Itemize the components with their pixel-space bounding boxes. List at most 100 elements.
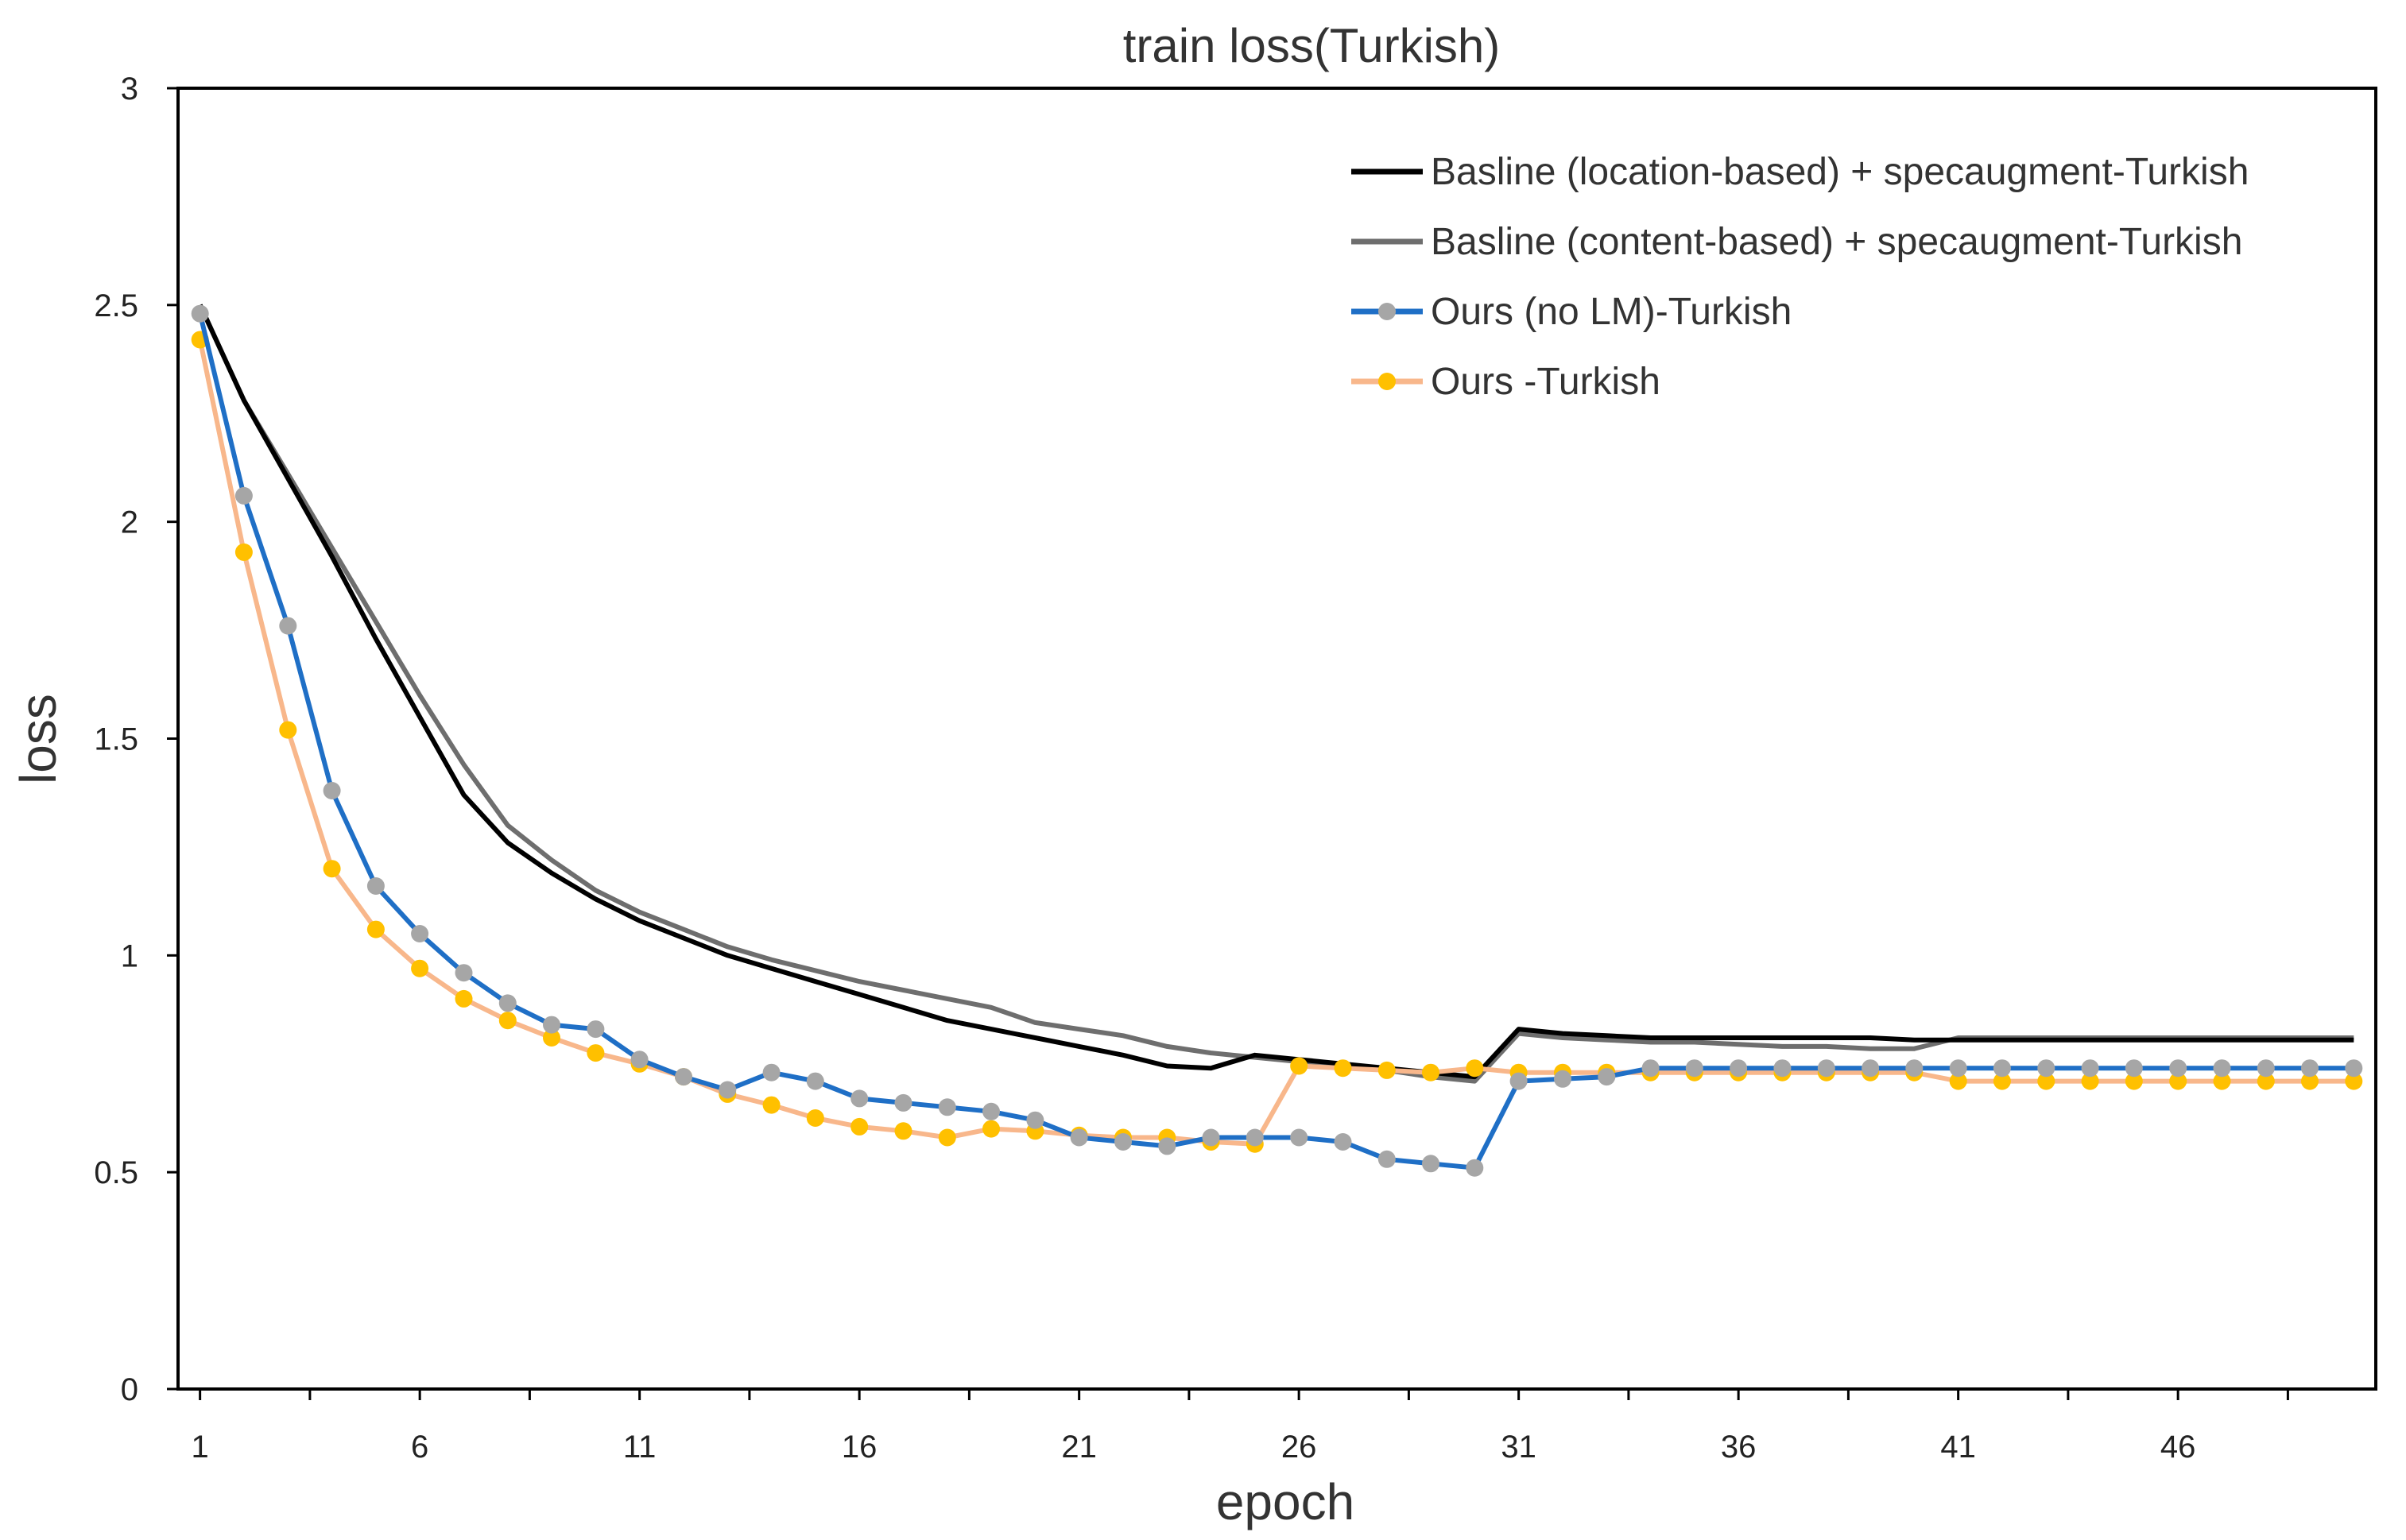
series-2-point [543, 1016, 560, 1034]
legend-label: Basline (location-based) + specaugment-T… [1431, 151, 2249, 193]
series-3-point [2257, 1072, 2275, 1090]
series-2-point [675, 1068, 692, 1086]
series-3-point [1466, 1059, 1484, 1078]
series-3-point [279, 721, 297, 739]
series-2-point [806, 1072, 824, 1090]
legend-label: Basline (content-based) + specaugment-Tu… [1431, 221, 2242, 263]
series-2-point [1422, 1155, 1439, 1173]
series-2-point [850, 1089, 869, 1108]
series-3-point [894, 1122, 912, 1140]
series-2-point [1730, 1059, 1748, 1078]
series-3-point [1290, 1057, 1308, 1075]
x-tick-label: 6 [411, 1430, 428, 1465]
series-3-point [2169, 1072, 2187, 1090]
series-2-point [2037, 1059, 2055, 1078]
series-3-point [762, 1096, 781, 1114]
legend-label: Ours -Turkish [1431, 361, 1660, 403]
series-2-point [191, 304, 209, 323]
series-2-point [2213, 1059, 2231, 1078]
y-tick-label: 2.5 [94, 288, 138, 323]
legend-label: Ours (no LM)-Turkish [1431, 291, 1792, 333]
series-2-point [938, 1098, 956, 1116]
series-2-point [2125, 1059, 2143, 1078]
series-2-point [366, 877, 385, 895]
y-tick-label: 0.5 [94, 1155, 138, 1190]
series-2-point [1114, 1133, 1132, 1151]
series-2-point [1817, 1059, 1835, 1078]
series-2-point [630, 1051, 649, 1069]
series-2-point [894, 1093, 912, 1112]
series-layer [191, 304, 2363, 1177]
y-tick-label: 3 [121, 72, 138, 106]
series-2-point [1334, 1133, 1352, 1151]
series-line-0 [197, 304, 2354, 1080]
x-axis-ticks: 1 6 11 16 21 26 31 36 41 46 [192, 1389, 2289, 1465]
series-3-point [455, 989, 473, 1008]
series-2-point [762, 1063, 781, 1081]
series-3-point [1334, 1059, 1352, 1078]
series-3-point [2081, 1072, 2099, 1090]
plot-area-frame [176, 87, 2377, 1391]
series-3-point [234, 543, 253, 561]
series-2-point [2345, 1059, 2363, 1078]
series-2-point [1509, 1072, 1528, 1090]
series-2-point [279, 617, 297, 635]
series-2-point [2169, 1059, 2187, 1078]
x-axis-title: epoch [1216, 1473, 1354, 1530]
series-2-point [455, 964, 473, 982]
series-3-point [498, 1012, 517, 1030]
series-2-point [1466, 1159, 1484, 1177]
x-tick-label: 1 [192, 1430, 209, 1465]
series-2-point [719, 1081, 737, 1099]
series-3-point [982, 1120, 1000, 1138]
series-2-point [2081, 1059, 2099, 1078]
series-2-point [1949, 1059, 1967, 1078]
x-tick-label: 16 [842, 1430, 878, 1465]
series-line-1 [197, 304, 2354, 1084]
legend-swatch-marker [1378, 373, 1396, 390]
y-tick-label: 2 [121, 505, 138, 540]
series-2-point [587, 1020, 605, 1039]
series-2-point [411, 925, 429, 942]
series-2-point [1158, 1137, 1176, 1155]
series-line-3 [197, 339, 2354, 1147]
series-3-point [2037, 1072, 2055, 1090]
y-axis-ticks: 0 0.5 1 1.5 2 2.5 3 [94, 72, 178, 1407]
series-2-point [982, 1102, 1000, 1120]
series-3-point [806, 1109, 824, 1127]
x-tick-label: 46 [2160, 1430, 2196, 1465]
series-2-point [1598, 1068, 1616, 1086]
x-tick-label: 36 [1721, 1430, 1757, 1465]
series-3-point [2213, 1072, 2231, 1090]
series-2-point [2301, 1059, 2319, 1078]
series-2-point [1026, 1111, 1044, 1129]
chart-title: train loss(Turkish) [1123, 19, 1501, 72]
series-2-point [1202, 1128, 1220, 1147]
series-2-point [1685, 1059, 1703, 1078]
series-3-point [543, 1029, 560, 1047]
series-3-point [850, 1117, 869, 1136]
legend-swatch-marker [1378, 303, 1396, 320]
series-2-point [1862, 1059, 1880, 1078]
series-2-point [1554, 1070, 1571, 1088]
series-2-point [323, 782, 341, 799]
series-2-point [1377, 1150, 1396, 1168]
series-3-point [411, 959, 429, 977]
y-axis-title: loss [10, 694, 67, 784]
series-2-point [1641, 1059, 1660, 1078]
x-tick-label: 31 [1501, 1430, 1536, 1465]
series-3-point [366, 920, 385, 938]
y-tick-label: 0 [121, 1372, 138, 1407]
y-tick-label: 1 [121, 938, 138, 973]
series-2-point [1246, 1128, 1264, 1147]
y-tick-label: 1.5 [94, 722, 138, 757]
series-3-point [2301, 1072, 2319, 1090]
series-3-point [587, 1044, 605, 1062]
series-3-point [2345, 1072, 2363, 1090]
series-2-point [1290, 1128, 1308, 1147]
series-3-point [2125, 1072, 2143, 1090]
series-3-point [1949, 1072, 1967, 1090]
x-tick-label: 21 [1061, 1430, 1097, 1465]
series-2-point [498, 994, 517, 1012]
